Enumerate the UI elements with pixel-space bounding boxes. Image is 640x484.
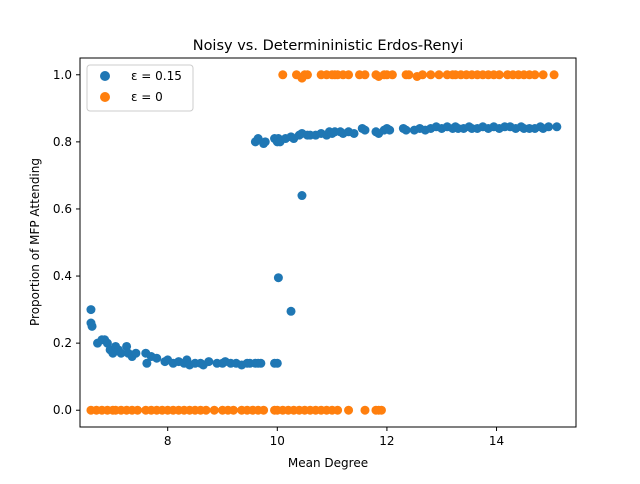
data-point-series-1-91: [538, 70, 548, 80]
data-point-series-0-12: [122, 341, 132, 351]
data-point-series-1-69: [404, 70, 414, 80]
legend-marker-eps-015: [100, 71, 110, 81]
points-layer: [86, 70, 562, 415]
data-point-series-1-49: [278, 70, 288, 80]
y-tick-label-5: 1.0: [53, 68, 72, 82]
y-tick-label-3: 0.6: [53, 202, 72, 216]
data-point-series-0-109: [552, 122, 562, 132]
data-point-series-0-45: [286, 306, 296, 316]
y-tick-label-4: 0.8: [53, 135, 72, 149]
data-point-series-1-9: [133, 405, 143, 415]
y-tick-label-0: 0.0: [53, 403, 72, 417]
data-point-series-1-62: [360, 70, 370, 80]
legend-marker-eps-0: [100, 92, 110, 102]
data-point-series-0-19: [152, 353, 162, 363]
data-point-series-0-41: [256, 358, 266, 368]
data-point-series-1-72: [426, 70, 436, 80]
legend: ε = 0.15 ε = 0: [86, 64, 194, 112]
x-axis-label: Mean Degree: [288, 456, 368, 470]
data-point-series-0-50: [260, 137, 270, 147]
data-point-series-1-44: [344, 405, 354, 415]
ticks-layer: 8 10 12 14 0.0 0.2 0.4 0.6 0.8 1.0: [53, 68, 504, 448]
data-point-series-1-53: [302, 70, 312, 80]
data-point-series-0-0: [86, 305, 96, 315]
data-point-series-1-48: [376, 405, 386, 415]
data-point-series-1-22: [209, 405, 219, 415]
data-point-series-0-80: [401, 125, 411, 135]
data-point-series-0-44: [273, 273, 283, 283]
data-point-series-0-71: [349, 128, 359, 138]
data-point-series-1-60: [344, 70, 354, 80]
data-point-series-0-30: [204, 357, 214, 367]
data-point-series-0-78: [385, 125, 395, 135]
data-point-series-1-45: [360, 405, 370, 415]
y-tick-label-1: 0.2: [53, 336, 72, 350]
data-point-series-0-108: [544, 122, 554, 132]
data-point-series-1-21: [201, 405, 211, 415]
x-tick-label-3: 14: [489, 434, 504, 448]
x-tick-label-1: 10: [270, 434, 285, 448]
legend-label-eps-015: ε = 0.15: [131, 69, 182, 83]
data-point-series-1-73: [434, 70, 444, 80]
data-point-series-1-67: [387, 70, 397, 80]
data-point-series-1-71: [418, 70, 428, 80]
chart-title: Noisy vs. Determininistic Erdos-Renyi: [193, 38, 464, 54]
data-point-series-1-30: [259, 405, 269, 415]
legend-label-eps-0: ε = 0: [131, 90, 163, 104]
data-point-series-1-25: [228, 405, 238, 415]
data-point-series-1-92: [549, 70, 559, 80]
data-point-series-0-11: [116, 348, 126, 358]
x-tick-label-2: 12: [379, 434, 394, 448]
data-point-series-1-90: [530, 70, 540, 80]
data-point-series-0-17: [142, 358, 152, 368]
data-point-series-0-73: [360, 125, 370, 135]
data-point-series-0-43: [272, 358, 282, 368]
y-axis-label: Proportion of MFP Attending: [28, 158, 42, 326]
plot-frame: [79, 57, 577, 428]
data-point-series-1-43: [333, 405, 343, 415]
data-point-series-0-46: [297, 191, 307, 201]
x-tick-label-0: 8: [164, 434, 172, 448]
y-tick-label-2: 0.4: [53, 269, 72, 283]
data-point-series-1-84: [494, 70, 504, 80]
legend-box: [86, 64, 194, 112]
data-point-series-0-2: [87, 321, 97, 331]
data-point-series-0-15: [131, 348, 141, 358]
